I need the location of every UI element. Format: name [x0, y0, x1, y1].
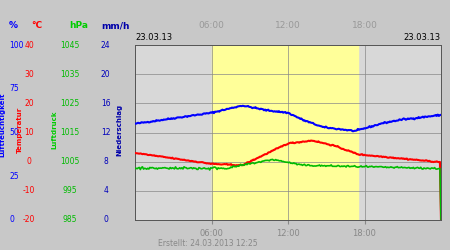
- Text: °C: °C: [32, 21, 43, 30]
- Text: 0: 0: [9, 216, 14, 224]
- Text: 4: 4: [104, 186, 108, 195]
- Text: 18:00: 18:00: [351, 21, 378, 30]
- Text: Luftfeuchtigkeit: Luftfeuchtigkeit: [0, 93, 5, 157]
- Text: 1025: 1025: [60, 99, 79, 108]
- Text: Luftdruck: Luftdruck: [51, 111, 57, 149]
- Text: 06:00: 06:00: [198, 21, 225, 30]
- Text: Temperatur: Temperatur: [17, 107, 23, 153]
- Text: 20: 20: [24, 99, 34, 108]
- Text: 0: 0: [104, 216, 108, 224]
- Text: 40: 40: [24, 40, 34, 50]
- Text: hPa: hPa: [70, 21, 89, 30]
- Text: 8: 8: [104, 157, 108, 166]
- Text: 75: 75: [9, 84, 19, 93]
- Text: 1015: 1015: [60, 128, 79, 137]
- Text: -20: -20: [23, 216, 36, 224]
- Text: 1035: 1035: [60, 70, 80, 79]
- Text: Niederschlag: Niederschlag: [116, 104, 122, 156]
- Text: 12:00: 12:00: [275, 21, 301, 30]
- Text: 30: 30: [24, 70, 34, 79]
- Text: 985: 985: [63, 216, 77, 224]
- Text: Erstellt: 24.03.2013 12:25: Erstellt: 24.03.2013 12:25: [158, 238, 257, 248]
- Text: -10: -10: [23, 186, 36, 195]
- Text: 995: 995: [63, 186, 77, 195]
- Bar: [212, 45, 358, 220]
- Text: 12: 12: [101, 128, 111, 137]
- Text: 25: 25: [9, 172, 18, 181]
- Text: 0: 0: [27, 157, 32, 166]
- Text: 23.03.13: 23.03.13: [135, 34, 172, 42]
- Text: mm/h: mm/h: [101, 21, 130, 30]
- Text: 50: 50: [9, 128, 19, 137]
- Text: 1045: 1045: [60, 40, 80, 50]
- Text: 24: 24: [101, 40, 111, 50]
- Text: %: %: [9, 21, 18, 30]
- Text: 1005: 1005: [60, 157, 80, 166]
- Text: 16: 16: [101, 99, 111, 108]
- Text: 10: 10: [24, 128, 34, 137]
- Text: 100: 100: [9, 40, 23, 50]
- Text: 23.03.13: 23.03.13: [404, 34, 441, 42]
- Text: 20: 20: [101, 70, 111, 79]
